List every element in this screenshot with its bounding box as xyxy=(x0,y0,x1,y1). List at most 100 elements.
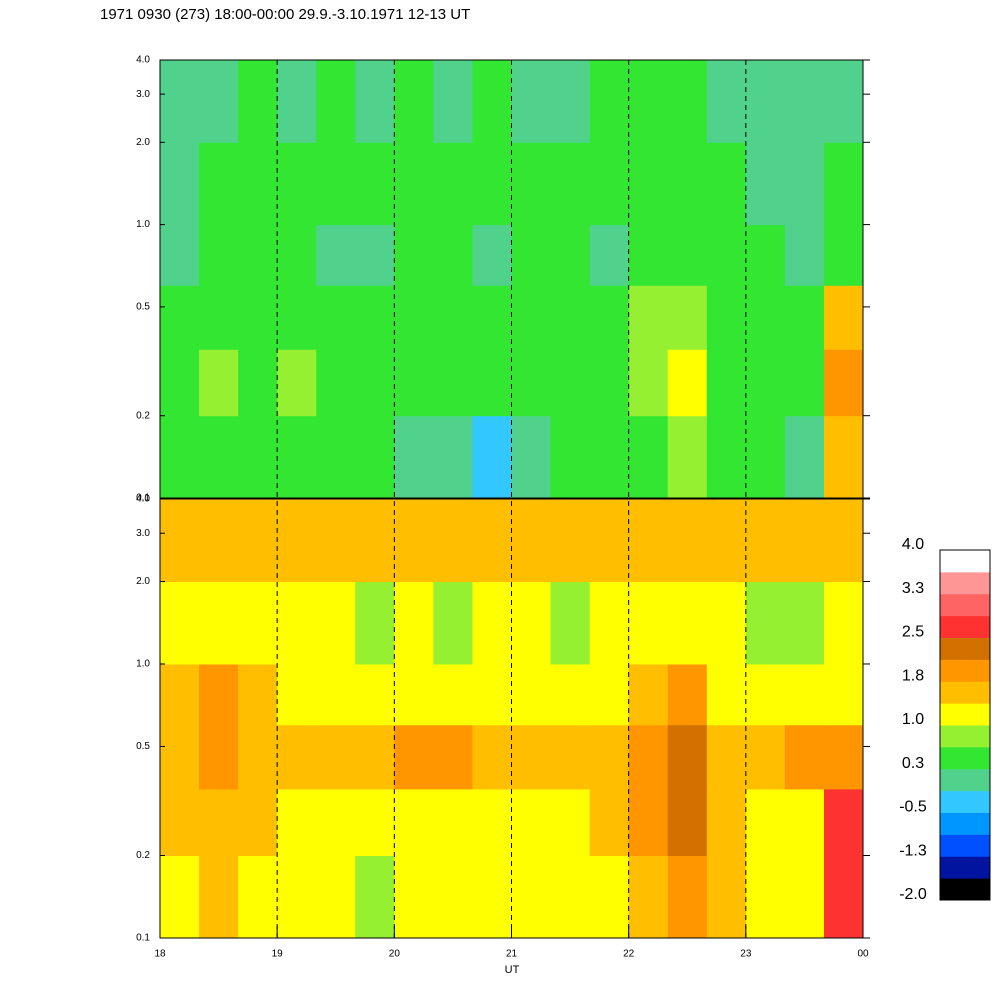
heatmap-cell xyxy=(160,724,200,790)
heatmap-cell xyxy=(199,855,239,939)
y-tick-label: 2.0 xyxy=(136,137,150,148)
heatmap-cell xyxy=(667,663,708,726)
x-tick-label: 18 xyxy=(154,949,166,960)
heatmap-cell xyxy=(784,285,825,350)
heatmap-cell xyxy=(277,855,317,939)
heatmap-cell xyxy=(472,788,512,857)
y-tick-label: 1.0 xyxy=(136,659,150,670)
colorbar-tick-label: 1.8 xyxy=(902,667,924,684)
heatmap-cell xyxy=(589,855,630,939)
heatmap-cell xyxy=(355,349,395,417)
heatmap-cell xyxy=(589,142,630,226)
colorbar-swatch xyxy=(940,812,990,835)
heatmap-cell xyxy=(745,724,786,790)
heatmap-cell xyxy=(784,224,825,286)
heatmap-cell xyxy=(472,142,512,226)
heatmap-cell xyxy=(160,415,200,499)
heatmap-cell xyxy=(160,788,200,857)
x-tick-label: 23 xyxy=(740,949,752,960)
heatmap-cell xyxy=(706,663,747,726)
heatmap-cell xyxy=(472,224,512,286)
heatmap-cell xyxy=(433,724,473,790)
heatmap-cell xyxy=(277,499,317,582)
heatmap-cell xyxy=(199,285,239,350)
heatmap-cell xyxy=(745,142,786,226)
heatmap-cell xyxy=(745,581,786,665)
heatmap-cell xyxy=(160,581,200,665)
heatmap-cell xyxy=(784,60,825,143)
x-tick-label: 21 xyxy=(506,949,518,960)
heatmap-cell xyxy=(394,581,434,665)
colorbar-tick-label: 0.3 xyxy=(902,755,924,772)
heatmap-cell xyxy=(277,285,317,350)
y-tick-label: 4.0 xyxy=(136,55,150,66)
heatmap-cell xyxy=(706,724,747,790)
colorbar-swatch xyxy=(940,790,990,813)
heatmap-cell xyxy=(628,142,669,226)
heatmap-cell xyxy=(472,724,512,790)
heatmap-cell xyxy=(316,142,356,226)
heatmap-cell xyxy=(706,581,747,665)
heatmap-cell xyxy=(589,663,630,726)
heatmap-cell xyxy=(589,60,630,143)
heatmap-cell xyxy=(277,349,317,417)
heatmap-cell xyxy=(433,142,473,226)
heatmap-cell xyxy=(823,415,864,499)
heatmap-cell xyxy=(628,855,669,939)
y-tick-label: 0.2 xyxy=(136,410,150,421)
heatmap-cell xyxy=(238,855,278,939)
heatmap-cell xyxy=(199,142,239,226)
heatmap-cell xyxy=(784,349,825,417)
heatmap-cell xyxy=(550,349,591,417)
heatmap-cell xyxy=(160,499,200,582)
heatmap-cell xyxy=(238,349,278,417)
colorbar-swatch xyxy=(940,834,990,857)
heatmap-cell xyxy=(667,60,708,143)
heatmap-cell xyxy=(745,415,786,499)
heatmap-cell xyxy=(160,663,200,726)
heatmap-cell xyxy=(667,415,708,499)
heatmap-cell xyxy=(667,224,708,286)
heatmap-cell xyxy=(628,663,669,726)
heatmap-cell xyxy=(706,415,747,499)
heatmap-cell xyxy=(277,581,317,665)
heatmap-cell xyxy=(550,60,591,143)
x-tick-label: 00 xyxy=(857,949,869,960)
colorbar-tick-label: 4.0 xyxy=(902,536,924,553)
heatmap-cell xyxy=(472,499,512,582)
heatmap-cell xyxy=(199,663,239,726)
heatmap-cell xyxy=(355,224,395,286)
heatmap-cell xyxy=(316,724,356,790)
heatmap-cell xyxy=(355,724,395,790)
heatmap-cell xyxy=(784,788,825,857)
heatmap-cell xyxy=(355,663,395,726)
heatmap-cell xyxy=(433,663,473,726)
colorbar-tick-label: 3.3 xyxy=(902,580,924,597)
colorbar-tick-label: -2.0 xyxy=(899,886,927,903)
heatmap-cell xyxy=(550,224,591,286)
heatmap-cell xyxy=(628,415,669,499)
heatmap-cell xyxy=(589,285,630,350)
heatmap-cell xyxy=(160,60,200,143)
heatmap-cell xyxy=(511,855,552,939)
heatmap-cell xyxy=(394,142,434,226)
colorbar-tick-label: -0.5 xyxy=(899,799,927,816)
heatmap-cell xyxy=(277,415,317,499)
heatmap-cell xyxy=(394,415,434,499)
heatmap-cell xyxy=(511,349,552,417)
heatmap-cell xyxy=(199,349,239,417)
heatmap-cell xyxy=(238,142,278,226)
heatmap-cell xyxy=(550,855,591,939)
colorbar-swatch xyxy=(940,856,990,879)
heatmap-cell xyxy=(316,60,356,143)
y-tick-label: 4.0 xyxy=(136,494,150,505)
heatmap-cell xyxy=(511,60,552,143)
heatmap-cell xyxy=(667,285,708,350)
colorbar-frame xyxy=(939,549,991,901)
heatmap-cell xyxy=(706,224,747,286)
heatmap-cell xyxy=(472,855,512,939)
y-tick-label: 0.5 xyxy=(136,302,150,313)
heatmap-cell xyxy=(277,60,317,143)
heatmap-cell xyxy=(238,224,278,286)
heatmap-cell xyxy=(589,788,630,857)
